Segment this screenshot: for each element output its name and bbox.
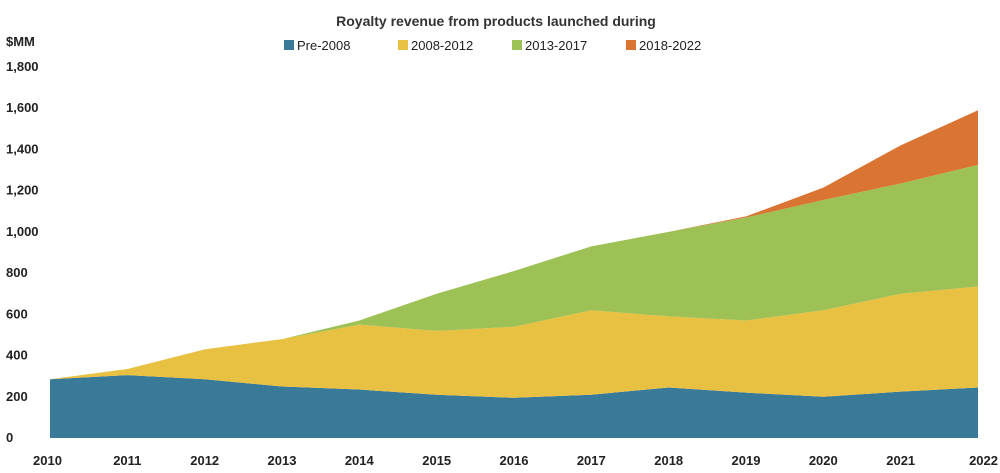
area-series-2013-2017 xyxy=(50,164,978,380)
y-tick-label: 200 xyxy=(6,389,28,404)
x-tick-label: 2019 xyxy=(732,453,761,468)
y-tick-label: 1,000 xyxy=(6,224,39,239)
x-tick-label: 2013 xyxy=(268,453,297,468)
legend-swatch xyxy=(626,40,636,50)
y-tick-label: 1,400 xyxy=(6,141,39,156)
legend-label: 2013-2017 xyxy=(525,38,587,53)
y-tick-label: 1,800 xyxy=(6,59,39,74)
y-tick-label: 800 xyxy=(6,265,28,280)
y-tick-label: 0 xyxy=(6,430,13,445)
y-tick-label: 1,600 xyxy=(6,100,39,115)
x-axis-ticks: 2010 2011 2012 2013 2014 2015 2016 2017 2018 2019… xyxy=(33,453,998,468)
legend-item: Pre-2008 xyxy=(284,38,350,53)
x-tick-label: 2016 xyxy=(500,453,529,468)
legend-swatch xyxy=(284,40,294,50)
y-tick-label: 600 xyxy=(6,306,28,321)
x-tick-label: 2012 xyxy=(190,453,219,468)
legend-item: 2013-2017 xyxy=(512,38,587,53)
legend-label: 2008-2012 xyxy=(411,38,473,53)
x-tick-label: 2011 xyxy=(113,453,141,468)
y-axis-ticks: 0 200 400 600 800 1,000 1,200 1,400 1,600 1,800 xyxy=(6,59,39,445)
x-tick-label: 2020 xyxy=(809,453,838,468)
legend-swatch xyxy=(398,40,408,50)
x-tick-label: 2022 xyxy=(969,453,998,468)
x-tick-label: 2015 xyxy=(422,453,451,468)
area-series-pre-2008 xyxy=(50,375,978,438)
y-tick-label: 400 xyxy=(6,348,28,363)
area-series-2008-2012 xyxy=(50,286,978,398)
area-series-group xyxy=(50,110,978,438)
y-axis-label: $MM xyxy=(6,34,35,49)
x-tick-label: 2017 xyxy=(577,453,606,468)
legend-item: 2018-2022 xyxy=(626,38,701,53)
y-tick-label: 1,200 xyxy=(6,183,39,198)
legend: Pre-2008 2008-2012 2013-2017 2018-2022 xyxy=(284,38,701,53)
legend-swatch xyxy=(512,40,522,50)
chart-title: Royalty revenue from products launched d… xyxy=(336,13,656,29)
x-tick-label: 2018 xyxy=(654,453,683,468)
legend-item: 2008-2012 xyxy=(398,38,473,53)
x-tick-label: 2021 xyxy=(886,453,915,468)
x-tick-label: 2014 xyxy=(345,453,375,468)
legend-label: Pre-2008 xyxy=(297,38,350,53)
x-tick-label: 2010 xyxy=(33,453,62,468)
legend-label: 2018-2022 xyxy=(639,38,701,53)
